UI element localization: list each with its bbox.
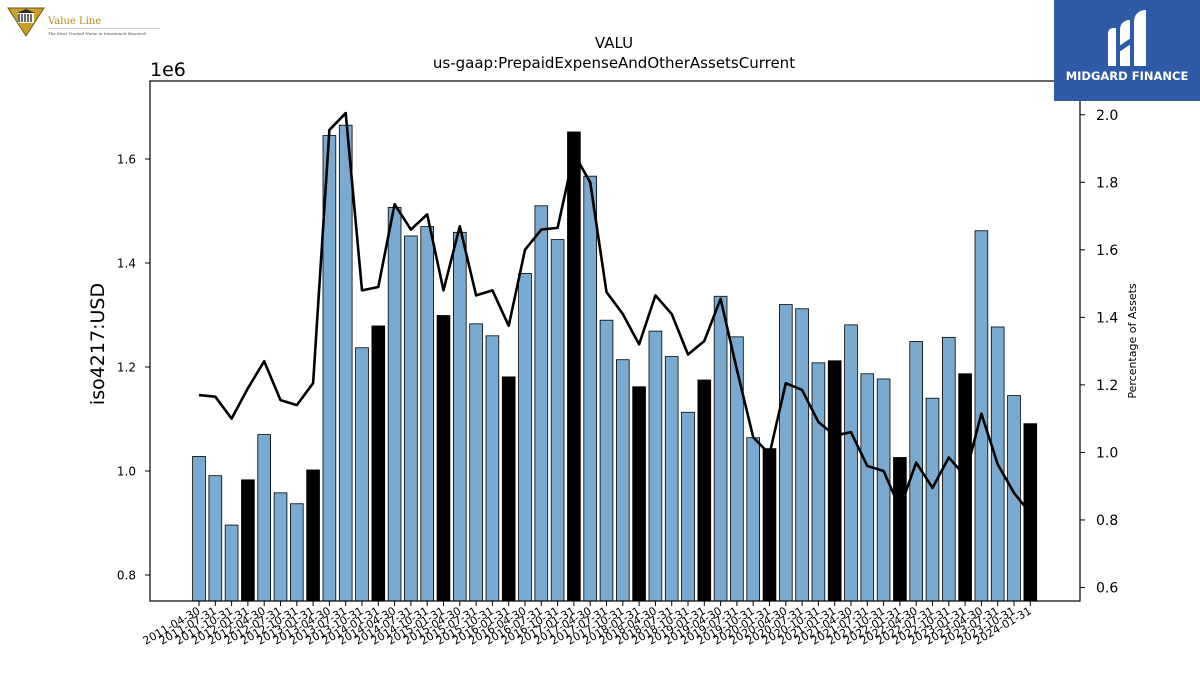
bar (681, 411, 695, 602)
bar (860, 373, 875, 602)
bar (958, 373, 972, 602)
y-tick-label: 1.2 (117, 361, 136, 375)
bar (436, 315, 451, 602)
bar (599, 319, 614, 602)
bar (876, 378, 891, 602)
value-line-tagline: The Most Trusted Name in Investment Rese… (48, 31, 147, 36)
bar (730, 336, 744, 602)
bar (893, 457, 907, 602)
bar (616, 359, 630, 602)
value-line-logo: Value Line The Most Trusted Name in Inve… (6, 6, 166, 40)
midgard-emblem-icon (1108, 10, 1146, 66)
bar (746, 437, 760, 602)
y2-tick-label: 0.6 (1096, 580, 1118, 596)
y-tick-label: 1.4 (117, 257, 136, 271)
bar (713, 295, 728, 602)
bar (811, 362, 826, 602)
bar (827, 360, 842, 602)
y2-tick-label: 1.4 (1096, 310, 1118, 326)
y-tick-label: 1.6 (117, 153, 136, 167)
y2-tick-label: 1.8 (1096, 175, 1118, 191)
y2-tick-label: 1.2 (1096, 378, 1118, 394)
plot-area: 0.81.01.21.41.60.60.81.01.21.41.61.82.02… (117, 108, 1118, 648)
bar (485, 335, 500, 602)
y2-tick-label: 2.0 (1096, 108, 1118, 124)
bar (501, 376, 516, 602)
bar (779, 304, 793, 602)
bar (942, 336, 956, 602)
bar (273, 492, 288, 602)
value-line-emblem-icon (7, 7, 45, 37)
bar (241, 479, 255, 602)
y2-tick-label: 1.6 (1096, 243, 1118, 259)
bar (762, 448, 777, 602)
bar (583, 175, 597, 602)
bar (387, 206, 402, 602)
bar (371, 325, 386, 602)
bar (697, 379, 712, 602)
y-axis-label: iso4217:USD (87, 283, 109, 405)
bar (567, 131, 581, 602)
chart-title: VALU (595, 34, 633, 52)
y2-tick-label: 0.8 (1096, 513, 1118, 529)
bar (844, 324, 858, 602)
bar (469, 323, 483, 602)
y-tick-label: 0.8 (117, 569, 136, 583)
y-offset-label: 1e6 (150, 59, 186, 81)
bar (208, 475, 223, 602)
chart-subtitle: us-gaap:PrepaidExpenseAndOtherAssetsCurr… (433, 54, 795, 72)
bar (664, 356, 679, 602)
bar (534, 205, 549, 602)
y2-tick-label: 1.0 (1096, 445, 1118, 461)
midgard-finance-logo: MIDGARD FINANCE (1054, 0, 1200, 101)
value-line-rule (48, 28, 160, 29)
value-line-name: Value Line (48, 16, 102, 27)
bar (404, 235, 418, 602)
bar (192, 456, 206, 602)
bar (795, 308, 809, 602)
bar (518, 272, 532, 602)
plot-frame (149, 80, 1081, 602)
bar (648, 330, 663, 602)
percentage-line (198, 111, 1032, 515)
bar (289, 503, 304, 602)
bar (338, 124, 353, 602)
bar (452, 231, 467, 602)
bar (925, 397, 940, 602)
bar (632, 386, 646, 602)
bar (550, 239, 565, 602)
bar (257, 434, 271, 602)
bar (224, 524, 239, 602)
y2-axis-label: Percentage of Assets (1126, 283, 1139, 399)
midgard-name: MIDGARD FINANCE (1065, 69, 1189, 83)
y-tick-label: 1.0 (117, 465, 136, 479)
bar (355, 347, 369, 602)
bar (306, 469, 320, 602)
bar (420, 226, 434, 602)
